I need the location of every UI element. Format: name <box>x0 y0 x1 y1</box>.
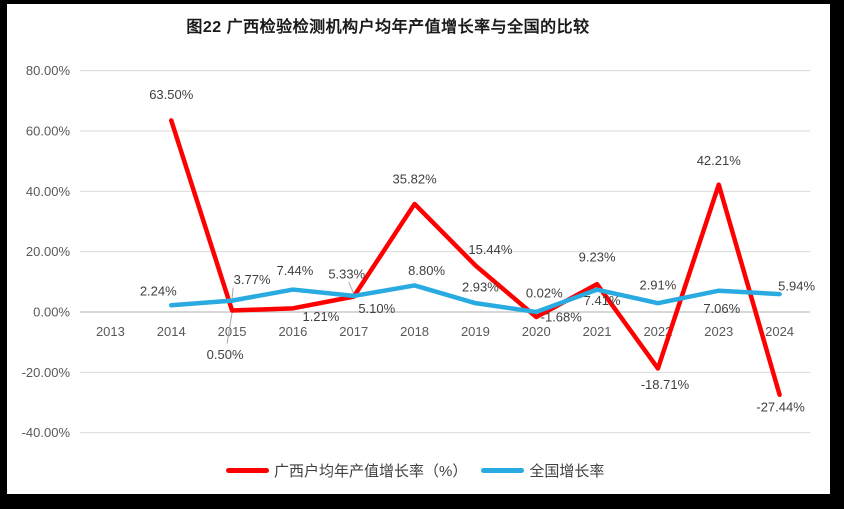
x-axis-tick-labels: 2013 2014 2015 2016 2017 2018 2019 2020 2021 2022… <box>96 324 794 339</box>
legend: 广西户均年产值增长率（%） 全国增长率 <box>226 460 604 481</box>
data-label: 0.02% <box>526 285 563 300</box>
y-axis-tick-label: 40.00% <box>26 184 71 199</box>
data-label: -18.71% <box>641 377 690 392</box>
data-label: -1.68% <box>541 310 583 325</box>
data-labels-guangxi: 63.50% 0.50% 1.21% 5.10% 35.82% 15.44% -1.68% 9… <box>149 87 805 414</box>
gridlines <box>80 70 810 434</box>
data-label: 5.94% <box>778 279 815 294</box>
label-leader-lines <box>226 281 355 344</box>
data-label: 1.21% <box>302 309 339 324</box>
label-leader-line <box>231 287 234 299</box>
series-line-national <box>169 283 782 315</box>
y-axis-tick-label: 80.00% <box>26 63 71 78</box>
x-axis-tick-label: 2015 <box>218 324 247 339</box>
y-axis-tick-label: 60.00% <box>26 123 71 138</box>
x-axis-tick-label: 2018 <box>400 324 429 339</box>
x-axis-tick-label: 2023 <box>704 324 733 339</box>
legend-label-guangxi: 广西户均年产值增长率（%） <box>274 462 468 480</box>
x-axis-tick-label: 2016 <box>278 324 307 339</box>
x-axis-tick-label: 2014 <box>157 324 186 339</box>
data-label: 5.33% <box>328 266 365 281</box>
legend-swatch-guangxi-line <box>226 467 269 473</box>
data-labels-national: 2.24% 3.77% 7.44% 5.33% 8.80% 2.93% 0.02% 7.41%… <box>140 263 816 316</box>
y-axis-tick-label: 0.00% <box>33 305 70 320</box>
chart-canvas <box>7 4 830 494</box>
data-label: 35.82% <box>393 171 438 186</box>
x-axis-tick-label: 2019 <box>461 324 490 339</box>
legend-item-guangxi: 广西户均年产值增长率（%） <box>226 460 467 481</box>
y-axis-tick-labels: 80.00% 60.00% 40.00% 20.00% 0.00% -20.00% -40.… <box>22 63 71 440</box>
legend-item-national: 全国增长率 <box>481 460 604 481</box>
data-label: 2.93% <box>462 280 499 295</box>
x-axis-tick-label: 2022 <box>643 324 672 339</box>
x-axis-tick-label: 2013 <box>96 324 125 339</box>
data-label: 2.24% <box>140 284 177 299</box>
legend-label-national: 全国增长率 <box>529 462 605 480</box>
data-label: 0.50% <box>207 347 244 362</box>
y-axis-tick-label: -40.00% <box>22 425 71 440</box>
series-line-guangxi <box>169 118 782 398</box>
data-label: 7.41% <box>584 293 621 308</box>
data-label: 8.80% <box>408 263 445 278</box>
x-axis-tick-label: 2024 <box>765 324 794 339</box>
label-leader-line <box>348 281 355 295</box>
x-axis-tick-label: 2020 <box>522 324 551 339</box>
legend-swatch-national-line <box>481 467 525 473</box>
label-leader-line <box>226 312 233 344</box>
data-label: 63.50% <box>149 87 194 102</box>
data-label: 5.10% <box>358 301 395 316</box>
data-label: 7.44% <box>276 263 313 278</box>
data-label: 2.91% <box>639 278 676 293</box>
x-axis-tick-label: 2017 <box>339 324 368 339</box>
data-label: 7.06% <box>703 301 740 316</box>
chart-title: 图22 广西检验检测机构户均年产值增长率与全国的比较 <box>186 19 590 36</box>
y-axis-tick-label: -20.00% <box>22 365 71 380</box>
x-axis-tick-label: 2021 <box>583 324 612 339</box>
data-label: 9.23% <box>579 250 616 265</box>
data-label: 42.21% <box>697 153 742 168</box>
data-label: 15.44% <box>468 242 513 257</box>
y-axis-tick-label: 20.00% <box>26 244 71 259</box>
data-label: 3.77% <box>234 272 271 287</box>
data-label: -27.44% <box>756 399 805 414</box>
